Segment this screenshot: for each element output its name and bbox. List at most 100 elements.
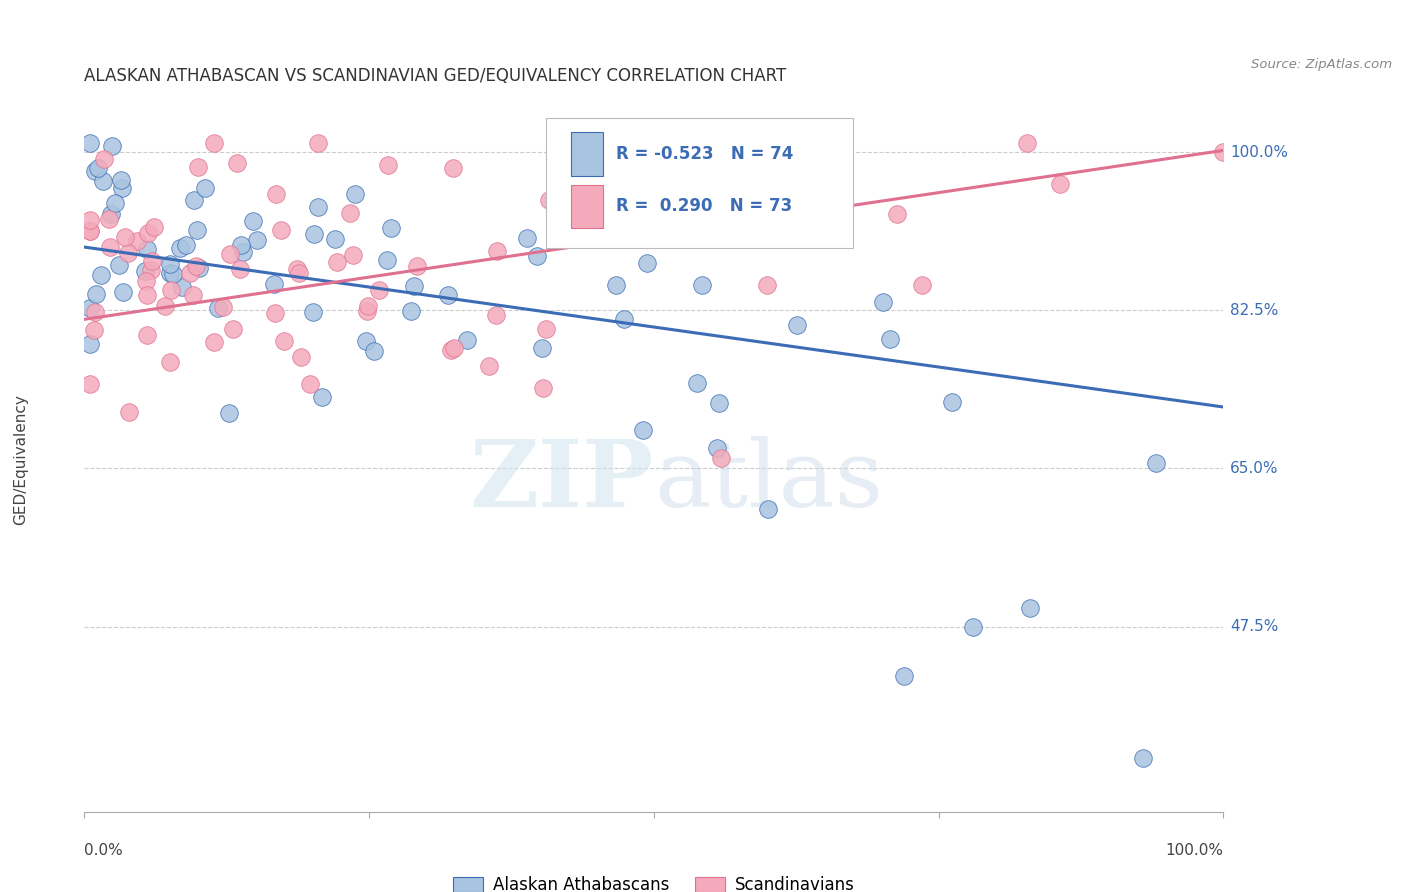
Point — [242, 214, 264, 228]
Point — [534, 322, 557, 336]
Point — [114, 230, 136, 244]
Point — [194, 180, 217, 194]
Text: 47.5%: 47.5% — [1230, 619, 1278, 634]
Point — [872, 294, 894, 309]
Point — [344, 186, 367, 201]
Point — [617, 231, 640, 245]
Point — [79, 224, 101, 238]
Point — [160, 283, 183, 297]
Point — [1212, 145, 1234, 160]
Point — [485, 308, 508, 322]
Point — [159, 257, 181, 271]
Point — [690, 277, 713, 292]
Point — [187, 160, 209, 174]
Point — [179, 266, 201, 280]
Point — [516, 231, 538, 245]
Point — [97, 211, 120, 226]
Point — [83, 164, 105, 178]
Point — [186, 223, 208, 237]
Text: atlas: atlas — [654, 435, 883, 525]
Point — [636, 256, 658, 270]
Point — [1017, 136, 1039, 151]
Point — [207, 301, 229, 315]
Point — [879, 332, 901, 346]
Point — [183, 194, 205, 208]
Text: ALASKAN ATHABASCAN VS SCANDINAVIAN GED/EQUIVALENCY CORRELATION CHART: ALASKAN ATHABASCAN VS SCANDINAVIAN GED/E… — [84, 67, 786, 85]
Point — [531, 342, 554, 356]
Point — [211, 300, 233, 314]
Point — [136, 288, 159, 302]
Point — [79, 337, 101, 351]
Point — [264, 187, 287, 202]
Text: R = -0.523   N = 74: R = -0.523 N = 74 — [616, 145, 793, 163]
Point — [377, 158, 399, 172]
Point — [127, 234, 149, 248]
Point — [299, 377, 322, 392]
Point — [229, 262, 252, 277]
Point — [721, 213, 744, 227]
Point — [326, 254, 349, 268]
Point — [112, 285, 135, 299]
Text: R =  0.290   N = 73: R = 0.290 N = 73 — [616, 197, 793, 215]
Point — [307, 136, 329, 151]
Point — [399, 303, 422, 318]
Text: 65.0%: 65.0% — [1230, 461, 1278, 476]
Point — [709, 396, 731, 410]
Point — [537, 193, 560, 207]
Point — [83, 305, 105, 319]
Point — [174, 238, 197, 252]
Point — [380, 221, 402, 235]
Point — [285, 262, 308, 277]
Point — [79, 223, 101, 237]
Point — [706, 441, 728, 455]
Point — [633, 423, 655, 437]
Point — [202, 335, 225, 350]
Point — [108, 258, 131, 272]
Point — [911, 277, 934, 292]
Point — [136, 226, 159, 240]
Point — [222, 321, 245, 335]
Point — [485, 244, 508, 258]
Point — [756, 278, 779, 293]
Point — [184, 259, 207, 273]
Point — [79, 213, 101, 227]
Point — [654, 169, 676, 183]
Point — [1049, 177, 1071, 191]
Point — [181, 288, 204, 302]
Point — [323, 231, 346, 245]
Point — [1144, 456, 1167, 470]
Point — [110, 173, 132, 187]
Point — [478, 359, 501, 373]
Point — [363, 343, 385, 358]
Point — [232, 245, 254, 260]
Point — [368, 283, 391, 297]
Point — [377, 253, 399, 268]
Point — [229, 238, 252, 252]
Point — [342, 248, 364, 262]
Point — [1132, 750, 1154, 764]
Point — [79, 377, 101, 392]
Text: ZIP: ZIP — [470, 435, 654, 525]
Point — [159, 266, 181, 280]
Point — [83, 323, 105, 337]
Point — [111, 181, 134, 195]
Point — [93, 152, 115, 166]
Point — [406, 259, 429, 273]
Point — [101, 138, 124, 153]
Point — [526, 249, 548, 263]
Point — [100, 207, 122, 221]
Point — [613, 312, 636, 326]
Point — [143, 219, 166, 234]
Point — [218, 407, 240, 421]
Text: 0.0%: 0.0% — [84, 843, 124, 858]
Point — [187, 261, 209, 276]
Point — [288, 266, 311, 280]
Legend: Alaskan Athabascans, Scandinavians: Alaskan Athabascans, Scandinavians — [447, 870, 860, 892]
FancyBboxPatch shape — [546, 118, 853, 248]
Bar — [571, 185, 603, 228]
Point — [307, 200, 329, 214]
Text: 100.0%: 100.0% — [1166, 843, 1223, 858]
Point — [117, 246, 139, 260]
Point — [941, 395, 963, 409]
Point — [202, 136, 225, 151]
